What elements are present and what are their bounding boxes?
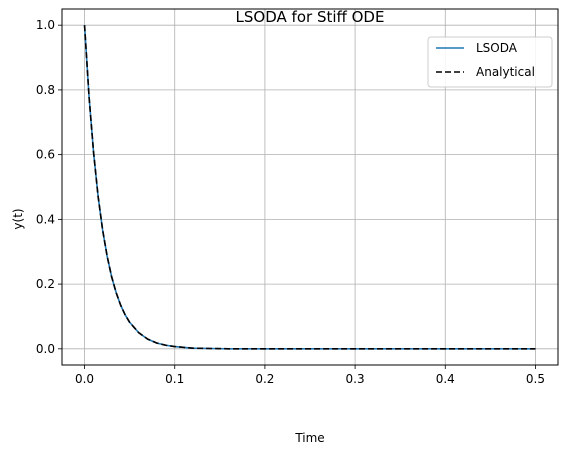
y-tick-label: 0.8 xyxy=(36,83,55,97)
x-axis-label: Time xyxy=(294,431,324,445)
series-line-analytical xyxy=(83,25,536,350)
y-axis-label: y(t) xyxy=(11,208,25,229)
y-tick-label: 1.0 xyxy=(36,18,55,32)
x-tick-label: 0.3 xyxy=(346,372,365,386)
legend-box xyxy=(427,36,553,88)
x-tick-label: 0.0 xyxy=(75,372,94,386)
legend-label-analytical: Analytical xyxy=(476,65,535,79)
x-tick-label: 0.2 xyxy=(255,372,274,386)
series-layer xyxy=(83,25,536,350)
legend: LSODA Analytical xyxy=(427,36,553,88)
legend-label-lsoda: LSODA xyxy=(476,41,518,55)
y-tick-label: 0.4 xyxy=(36,212,55,226)
grid-layer xyxy=(62,9,558,365)
x-tick-label: 0.4 xyxy=(436,372,455,386)
plot-frame xyxy=(61,8,559,366)
y-tick-label: 0.6 xyxy=(36,148,55,162)
y-tick-label: 0.0 xyxy=(36,342,55,356)
tick-layer: 0.0 0.1 0.2 0.3 0.4 0.5 0.0 0.2 0.4 0.6 0.8 1.0 xyxy=(36,18,545,386)
chart-title: LSODA for Stiff ODE xyxy=(236,8,385,26)
x-tick-label: 0.5 xyxy=(526,372,545,386)
y-tick-label: 0.2 xyxy=(36,277,55,291)
x-tick-label: 0.1 xyxy=(165,372,184,386)
